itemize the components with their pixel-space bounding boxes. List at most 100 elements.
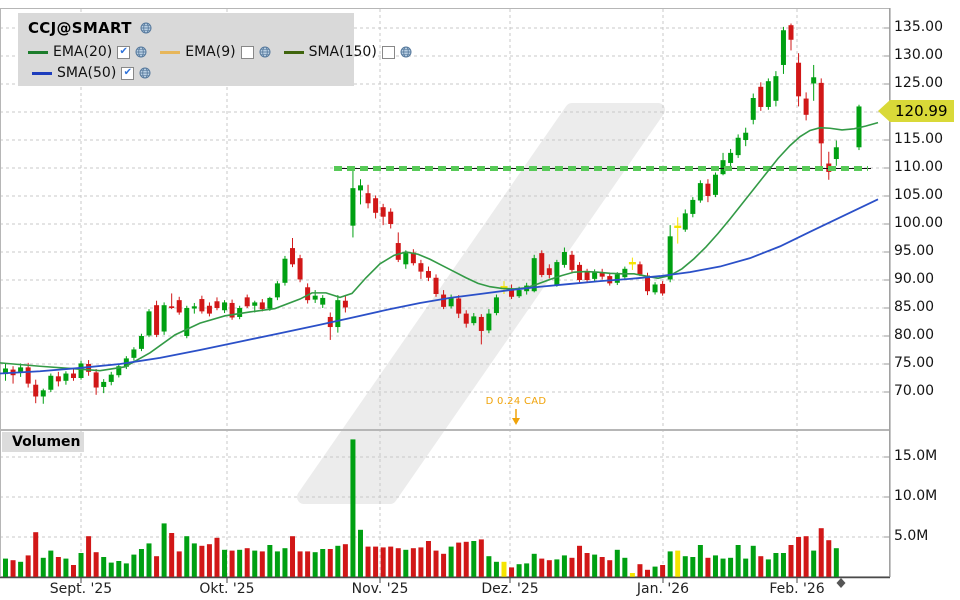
volume-bar[interactable] bbox=[788, 545, 794, 577]
candle[interactable] bbox=[55, 371, 61, 387]
volume-bar[interactable] bbox=[33, 532, 39, 577]
volume-bar[interactable] bbox=[758, 556, 764, 577]
volume-bar[interactable] bbox=[3, 558, 8, 577]
volume-bar[interactable] bbox=[743, 558, 749, 577]
pan-handle-icon[interactable] bbox=[836, 578, 846, 588]
indicator-checkbox[interactable] bbox=[240, 45, 254, 59]
volume-bar[interactable] bbox=[652, 566, 658, 577]
volume-bar[interactable] bbox=[697, 545, 703, 577]
volume-bar[interactable] bbox=[259, 551, 265, 577]
candle[interactable] bbox=[93, 369, 99, 395]
volume-bar[interactable] bbox=[274, 551, 280, 577]
volume-bar[interactable] bbox=[290, 536, 296, 577]
volume-bar[interactable] bbox=[531, 553, 537, 577]
volume-bar[interactable] bbox=[206, 544, 212, 577]
candle[interactable] bbox=[357, 179, 363, 205]
volume-bar[interactable] bbox=[750, 545, 756, 577]
volume-bar[interactable] bbox=[403, 549, 409, 577]
candle[interactable] bbox=[18, 363, 24, 377]
candle[interactable] bbox=[199, 295, 205, 314]
volume-bar[interactable] bbox=[592, 554, 598, 577]
volume-bar[interactable] bbox=[607, 560, 613, 577]
candle[interactable] bbox=[131, 347, 137, 361]
volume-bar[interactable] bbox=[25, 555, 31, 577]
volume-bar[interactable] bbox=[516, 564, 522, 577]
candle[interactable] bbox=[500, 281, 508, 294]
volume-bar[interactable] bbox=[312, 552, 318, 577]
volume-bar[interactable] bbox=[425, 541, 431, 577]
volume-bar[interactable] bbox=[357, 529, 363, 577]
candle[interactable] bbox=[169, 293, 175, 310]
volume-bar[interactable] bbox=[388, 546, 394, 577]
volume-bar[interactable] bbox=[735, 545, 741, 577]
candle[interactable] bbox=[697, 180, 703, 203]
volume-bar[interactable] bbox=[63, 558, 69, 577]
volume-bar[interactable] bbox=[267, 545, 273, 577]
candle[interactable] bbox=[214, 297, 220, 311]
volume-bar[interactable] bbox=[116, 561, 122, 577]
volume-bar[interactable] bbox=[327, 549, 333, 577]
volume-bar[interactable] bbox=[297, 551, 303, 577]
candle[interactable] bbox=[297, 254, 303, 283]
volume-bar[interactable] bbox=[539, 558, 545, 577]
volume-bar[interactable] bbox=[176, 551, 182, 577]
volume-bar[interactable] bbox=[569, 557, 575, 577]
candle[interactable] bbox=[78, 360, 84, 380]
candle[interactable] bbox=[637, 261, 643, 277]
volume-bar[interactable] bbox=[108, 562, 114, 577]
volume-bar[interactable] bbox=[493, 561, 499, 577]
volume-bar[interactable] bbox=[10, 560, 16, 577]
candle[interactable] bbox=[229, 299, 235, 320]
candle[interactable] bbox=[40, 388, 46, 404]
volume-bar[interactable] bbox=[509, 567, 515, 577]
volume-bar[interactable] bbox=[282, 548, 288, 577]
candle[interactable] bbox=[758, 82, 764, 111]
candle[interactable] bbox=[395, 232, 401, 263]
candle[interactable] bbox=[350, 170, 356, 238]
volume-bar[interactable] bbox=[728, 557, 734, 577]
volume-bar[interactable] bbox=[773, 553, 779, 577]
candle[interactable] bbox=[312, 290, 318, 303]
candle[interactable] bbox=[244, 294, 250, 308]
candle[interactable] bbox=[803, 92, 809, 121]
volume-bar[interactable] bbox=[524, 563, 530, 577]
candle[interactable] bbox=[690, 197, 696, 218]
candle[interactable] bbox=[818, 78, 824, 167]
candle[interactable] bbox=[161, 302, 167, 335]
candle[interactable] bbox=[138, 333, 144, 352]
candle[interactable] bbox=[735, 134, 741, 158]
candle[interactable] bbox=[554, 259, 560, 287]
volume-bar[interactable] bbox=[123, 563, 129, 577]
volume-bar[interactable] bbox=[305, 551, 311, 577]
candle[interactable] bbox=[728, 148, 734, 169]
candle[interactable] bbox=[365, 184, 371, 209]
candle[interactable] bbox=[33, 379, 39, 404]
volume-bar[interactable] bbox=[833, 548, 839, 577]
volume-bar[interactable] bbox=[478, 539, 484, 577]
volume-bar[interactable] bbox=[456, 542, 462, 577]
candle[interactable] bbox=[674, 217, 682, 244]
info-globe-icon[interactable] bbox=[140, 22, 152, 34]
candle[interactable] bbox=[425, 266, 431, 282]
volume-bar[interactable] bbox=[614, 549, 620, 577]
candle[interactable] bbox=[720, 152, 726, 176]
volume-bar[interactable] bbox=[418, 547, 424, 577]
volume-bar[interactable] bbox=[826, 540, 832, 577]
candle[interactable] bbox=[667, 225, 673, 283]
candle[interactable] bbox=[493, 294, 499, 316]
candle[interactable] bbox=[184, 305, 190, 339]
candle[interactable] bbox=[335, 295, 341, 333]
volume-bar[interactable] bbox=[161, 523, 167, 577]
candle[interactable] bbox=[403, 250, 409, 269]
candle[interactable] bbox=[705, 179, 711, 203]
volume-bar[interactable] bbox=[690, 557, 696, 577]
volume-bar[interactable] bbox=[222, 549, 228, 577]
candle[interactable] bbox=[652, 282, 658, 295]
volume-bar[interactable] bbox=[169, 533, 175, 577]
candle[interactable] bbox=[486, 309, 492, 334]
indicator-checkbox[interactable] bbox=[381, 45, 395, 59]
volume-bar[interactable] bbox=[622, 557, 628, 577]
candle[interactable] bbox=[222, 300, 228, 314]
candle[interactable] bbox=[282, 255, 288, 286]
volume-bar[interactable] bbox=[101, 557, 107, 577]
